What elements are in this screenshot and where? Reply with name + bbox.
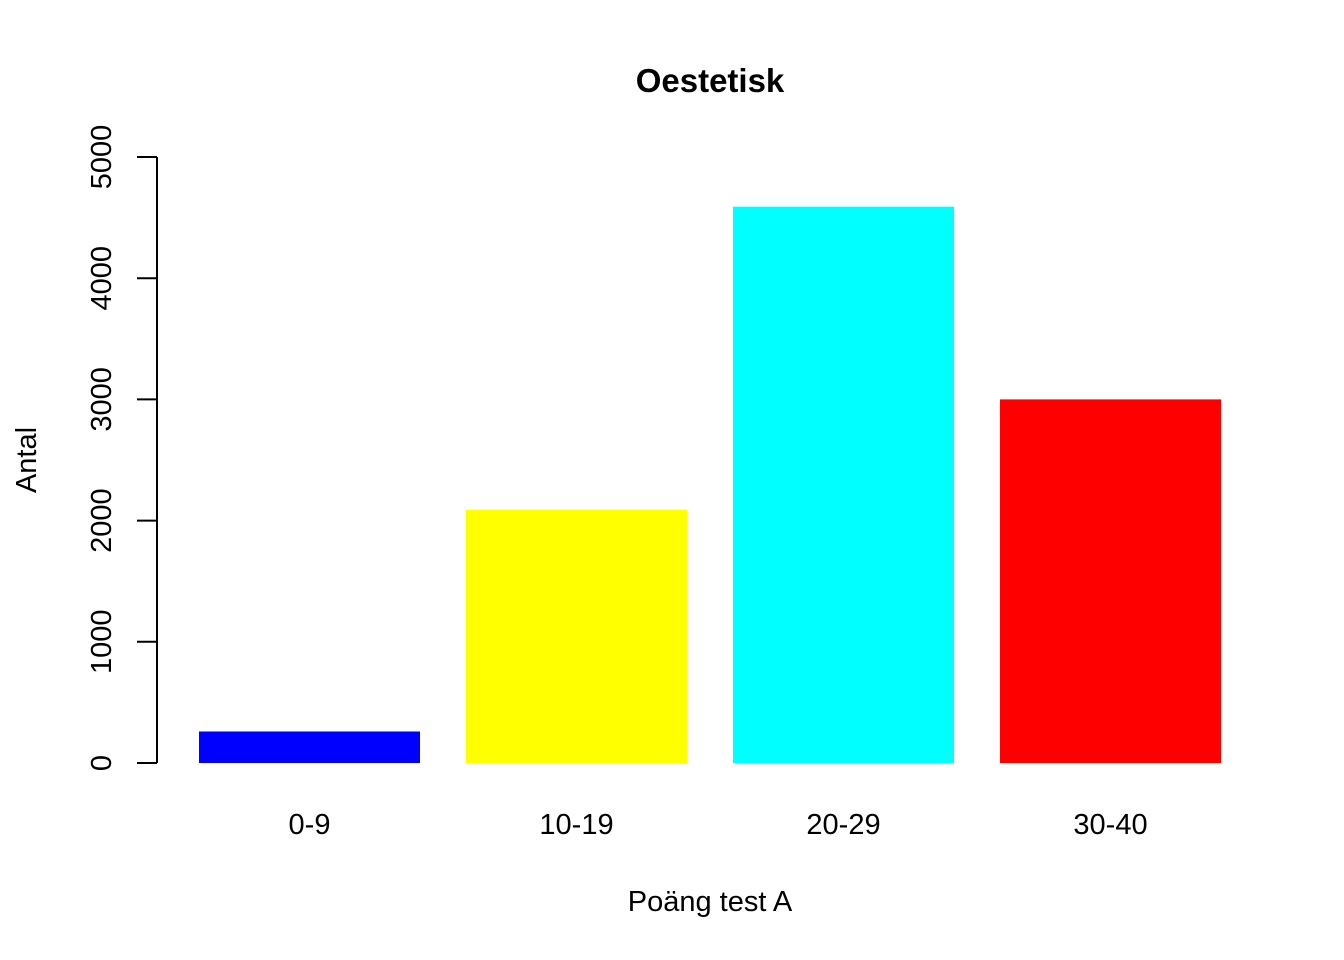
- x-axis-label: Poäng test A: [628, 886, 793, 918]
- chart-title: Oestetisk: [636, 62, 785, 99]
- y-tick-label: 3000: [86, 367, 118, 432]
- bar-30-40: [1000, 399, 1221, 763]
- bar-20-29: [733, 206, 954, 763]
- x-axis-categories: 0-9 10-19 20-29 30-40: [289, 809, 1148, 841]
- y-tick-label: 2000: [86, 488, 118, 553]
- y-tick-label: 5000: [86, 125, 118, 190]
- y-axis: 0 1000 2000 3000 4000 5000: [86, 125, 158, 771]
- x-tick-label: 0-9: [289, 809, 331, 841]
- x-tick-label: 10-19: [539, 809, 613, 841]
- bar-10-19: [466, 509, 687, 763]
- y-tick-label: 0: [86, 755, 118, 771]
- y-axis-label: Antal: [11, 427, 43, 493]
- x-tick-label: 30-40: [1073, 809, 1147, 841]
- bar-0-9: [199, 731, 420, 763]
- bars-group: [199, 206, 1221, 763]
- y-tick-label: 1000: [86, 610, 118, 675]
- y-tick-label: 4000: [86, 246, 118, 311]
- x-tick-label: 20-29: [806, 809, 880, 841]
